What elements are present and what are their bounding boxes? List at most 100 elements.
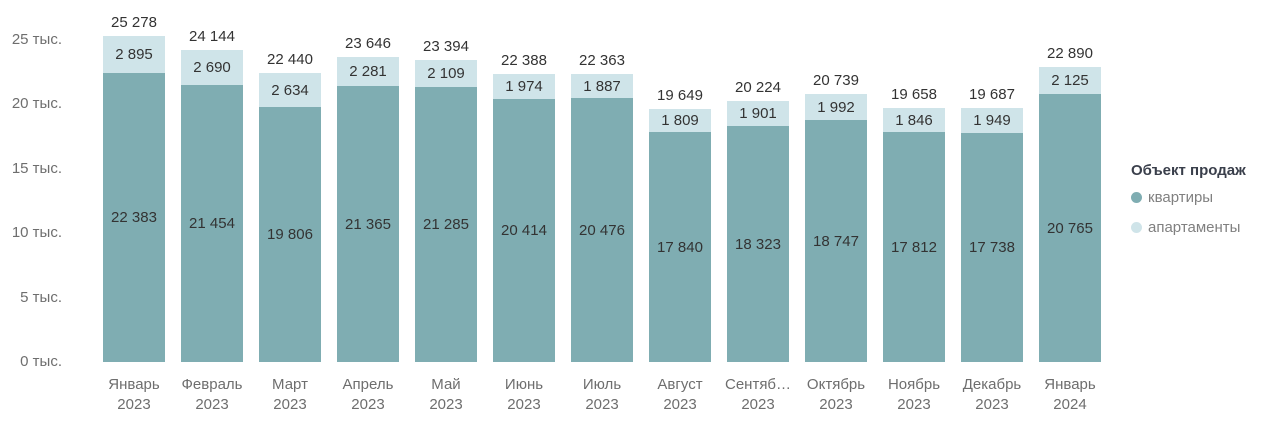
bar-group: 19 649 1 809 17 840 Август 2023 <box>649 0 711 415</box>
bar-group: 19 658 1 846 17 812 Ноябрь 2023 <box>883 0 945 415</box>
bar-segment-value-label: 2 634 <box>271 81 309 99</box>
bar-stack: 19 687 1 949 17 738 <box>961 0 1023 362</box>
x-axis-label-year: 2023 <box>429 396 463 413</box>
bar-segment-apartamenty[interactable]: 2 634 <box>259 73 321 107</box>
bar-segment-value-label: 17 840 <box>657 238 703 256</box>
x-axis-label-year: 2023 <box>819 396 853 413</box>
x-axis-label: Июль 2023 <box>583 375 621 415</box>
bar-stack: 23 394 2 109 21 285 <box>415 0 477 362</box>
x-axis-label-month: Июль <box>582 376 622 393</box>
bar-segment-kvartiry[interactable]: 20 765 <box>1039 94 1101 362</box>
bar-segment-apartamenty[interactable]: 2 125 <box>1039 67 1101 94</box>
y-axis-tick-label: 15 тыс. <box>11 159 62 177</box>
y-axis-tick-label: 10 тыс. <box>11 224 62 241</box>
legend-item-apartamenty[interactable]: апартаменты <box>1131 219 1246 236</box>
x-axis-label: Февраль 2023 <box>182 375 243 415</box>
y-axis: 0 тыс. 5 тыс. 10 тыс. 15 тыс. 20 тыс. 25 тыс. <box>0 0 62 423</box>
bar-segment-kvartiry[interactable]: 21 454 <box>181 85 243 362</box>
x-axis-label-month: Май <box>431 376 461 393</box>
x-axis-label: Январь 2023 <box>108 375 159 415</box>
legend-item-kvartiry[interactable]: квартиры <box>1131 189 1246 206</box>
legend: Объект продаж квартиры апартаменты <box>1131 162 1246 249</box>
bar-stack: 19 658 1 846 17 812 <box>883 0 945 362</box>
x-axis-label-year: 2023 <box>195 396 229 413</box>
x-axis-label: Апрель 2023 <box>343 375 394 415</box>
bar-segment-kvartiry[interactable]: 21 285 <box>415 87 477 362</box>
x-axis-label-month: Декабрь <box>962 376 1022 393</box>
bar-group: 22 440 2 634 19 806 Март 2023 <box>259 0 321 415</box>
x-axis-label: Июнь 2023 <box>505 375 543 415</box>
x-axis-label-year: 2023 <box>507 396 541 413</box>
bar-segment-kvartiry[interactable]: 17 840 <box>649 132 711 362</box>
x-axis-label: Октябрь 2023 <box>807 375 865 415</box>
x-axis-label: Май 2023 <box>429 375 462 415</box>
x-axis-label-year: 2023 <box>351 396 385 413</box>
bar-segment-apartamenty[interactable]: 1 809 <box>649 109 711 132</box>
bar-total-label: 19 658 <box>891 86 937 103</box>
bar-total-label: 20 739 <box>813 72 859 89</box>
bar-segment-apartamenty[interactable]: 1 901 <box>727 101 789 126</box>
bar-segment-apartamenty[interactable]: 2 109 <box>415 60 477 87</box>
bar-segment-apartamenty[interactable]: 1 887 <box>571 74 633 98</box>
bar-total-label: 24 144 <box>189 28 235 45</box>
bar-segment-value-label: 17 812 <box>891 238 937 256</box>
x-axis-label-month: Январь <box>1044 376 1096 393</box>
bar-segment-value-label: 2 690 <box>193 59 231 76</box>
bar-total-label: 25 278 <box>111 14 157 31</box>
x-axis-label-month: Июнь <box>504 376 544 393</box>
bar-segment-value-label: 2 895 <box>115 46 153 63</box>
bar-group: 23 646 2 281 21 365 Апрель 2023 <box>337 0 399 415</box>
bar-stack: 25 278 2 895 22 383 <box>103 0 165 362</box>
bar-stack: 22 440 2 634 19 806 <box>259 0 321 362</box>
legend-color-dot <box>1131 222 1142 233</box>
bar-group: 22 363 1 887 20 476 Июль 2023 <box>571 0 633 415</box>
bar-segment-kvartiry[interactable]: 20 476 <box>571 98 633 362</box>
bar-segment-apartamenty[interactable]: 2 281 <box>337 57 399 86</box>
y-axis-tick-label: 25 тыс. <box>11 30 62 48</box>
x-axis-label: Ноябрь 2023 <box>888 375 940 415</box>
bar-segment-value-label: 1 809 <box>661 112 699 129</box>
x-axis-label-month: Ноябрь <box>887 376 941 393</box>
legend-title: Объект продаж <box>1131 162 1246 179</box>
y-axis-tick-label: 20 тыс. <box>11 95 62 112</box>
bar-segment-value-label: 1 949 <box>973 112 1011 129</box>
bar-total-label: 22 363 <box>579 52 625 69</box>
x-axis-label-year: 2024 <box>1053 396 1087 413</box>
y-axis-tick-label: 0 тыс. <box>20 353 62 370</box>
bar-segment-apartamenty[interactable]: 2 895 <box>103 36 165 73</box>
bar-total-label: 20 224 <box>735 79 781 96</box>
bar-segment-apartamenty[interactable]: 1 846 <box>883 108 945 132</box>
bar-segment-kvartiry[interactable]: 17 738 <box>961 133 1023 362</box>
bar-stack: 22 363 1 887 20 476 <box>571 0 633 362</box>
bar-segment-kvartiry[interactable]: 19 806 <box>259 107 321 362</box>
bar-segment-apartamenty[interactable]: 2 690 <box>181 50 243 85</box>
x-axis-label: Декабрь 2023 <box>963 375 1021 415</box>
bar-segment-value-label: 20 476 <box>579 221 625 239</box>
bar-segment-value-label: 21 454 <box>189 215 235 232</box>
x-axis-label-year: 2023 <box>663 396 697 413</box>
bar-segment-value-label: 18 747 <box>813 232 859 250</box>
x-axis-label-month: Апрель <box>342 376 394 393</box>
bar-total-label: 23 646 <box>345 35 391 52</box>
bar-segment-value-label: 2 281 <box>349 63 387 80</box>
bar-segment-kvartiry[interactable]: 18 747 <box>805 120 867 362</box>
y-axis-tick-label: 5 тыс. <box>20 288 62 306</box>
bar-segment-kvartiry[interactable]: 21 365 <box>337 86 399 362</box>
bar-segment-apartamenty[interactable]: 1 992 <box>805 94 867 120</box>
bar-group: 22 388 1 974 20 414 Июнь 2023 <box>493 0 555 415</box>
bar-segment-apartamenty[interactable]: 1 974 <box>493 74 555 99</box>
bar-segment-kvartiry[interactable]: 20 414 <box>493 99 555 362</box>
bar-total-label: 22 388 <box>501 52 547 69</box>
bar-segment-value-label: 2 109 <box>427 65 465 82</box>
legend-item-label: квартиры <box>1148 189 1214 206</box>
x-axis-label-year: 2023 <box>741 396 775 413</box>
x-axis-label-year: 2023 <box>273 396 307 413</box>
bar-stack: 23 646 2 281 21 365 <box>337 0 399 362</box>
bar-segment-apartamenty[interactable]: 1 949 <box>961 108 1023 133</box>
x-axis-label-month: Август <box>657 376 703 393</box>
bar-segment-kvartiry[interactable]: 18 323 <box>727 126 789 362</box>
bar-segment-kvartiry[interactable]: 17 812 <box>883 132 945 362</box>
bar-group: 19 687 1 949 17 738 Декабрь 2023 <box>961 0 1023 415</box>
bar-segment-kvartiry[interactable]: 22 383 <box>103 73 165 362</box>
